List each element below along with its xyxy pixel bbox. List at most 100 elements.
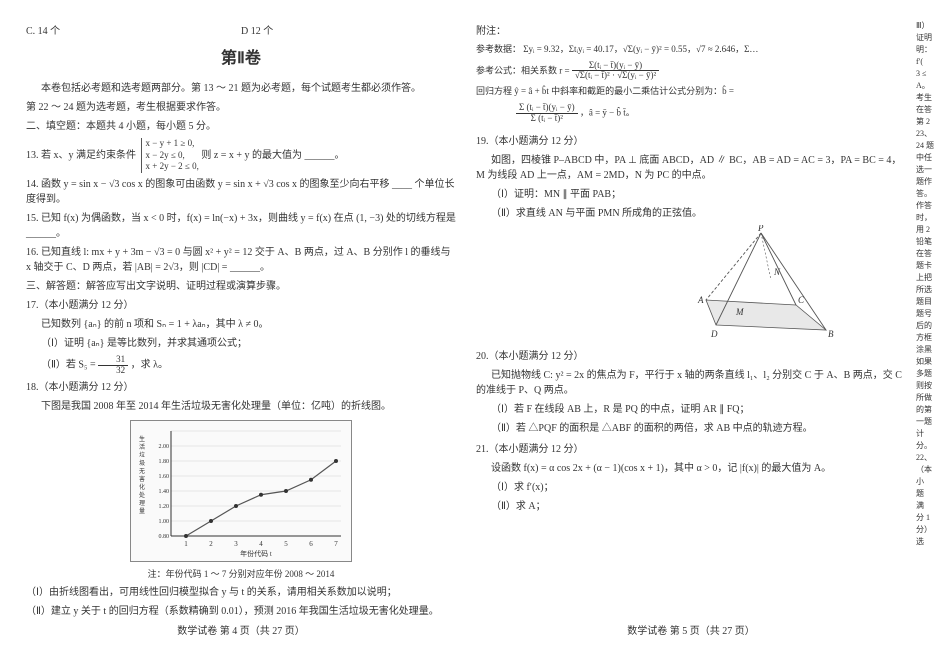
sliver-line: 证明 <box>916 32 945 44</box>
sliver-line: 中任 <box>916 152 945 164</box>
svg-text:2: 2 <box>209 540 213 548</box>
svg-text:1.80: 1.80 <box>159 459 170 465</box>
q13-pre: 13. 若 x、y 满足约束条件 <box>26 150 136 161</box>
sliver-line: 选一 <box>916 164 945 176</box>
q18-ii: （Ⅱ）建立 y 关于 t 的回归方程（系数精确到 0.01），预测 2016 年… <box>26 604 456 619</box>
svg-text:2.00: 2.00 <box>159 444 170 450</box>
sliver-line: 的第 <box>916 404 945 416</box>
sliver-line: （本 <box>916 464 945 476</box>
svg-text:1: 1 <box>184 540 188 548</box>
sliver-line: 后的 <box>916 320 945 332</box>
svg-text:M: M <box>735 307 744 317</box>
ref-data: 参考数据： Σyᵢ = 9.32，Σtᵢyᵢ = 40.17，√Σ(yᵢ − ȳ… <box>476 43 906 57</box>
q20-ii: （Ⅱ）若 △PQF 的面积是 △ABF 的面积的两倍，求 AB 中点的轨迹方程。 <box>476 421 906 436</box>
sliver-line: 22、 <box>916 452 945 464</box>
q21-ii: （Ⅱ）求 A； <box>476 499 906 514</box>
pyramid-base <box>706 300 826 330</box>
svg-text:4: 4 <box>259 540 263 548</box>
sliver-line: 第 2 <box>916 116 945 128</box>
answer-heading: 三、解答题：解答应写出文字说明、证明过程或演算步骤。 <box>26 279 456 294</box>
q18-i: （Ⅰ）由折线图看出，可用线性回归模型拟合 y 与 t 的关系，请用相关系数加以说… <box>26 585 456 600</box>
svg-text:1.20: 1.20 <box>159 504 170 510</box>
sliver-line: 用 2 <box>916 224 945 236</box>
q14: 14. 函数 y = sin x − √3 cos x 的图象可由函数 y = … <box>26 177 456 207</box>
sliver-line: 上把 <box>916 272 945 284</box>
fill-heading: 二、填空题：本题共 4 小题，每小题 5 分。 <box>26 119 456 134</box>
q13-c2: x − 2y ≤ 0, <box>146 150 199 162</box>
sliver-line: 题作 <box>916 176 945 188</box>
sliver-line: 铅笔 <box>916 236 945 248</box>
sliver-line: 如果 <box>916 356 945 368</box>
line-chart-svg: 0.80 1.00 1.20 1.40 1.60 1.80 2.00 1 2 3… <box>131 421 351 561</box>
r-frac: Σ(tᵢ − t̄)(yᵢ − ȳ) √Σ(tᵢ − t̄)² · √Σ(yᵢ … <box>572 61 659 82</box>
svg-text:处: 处 <box>139 491 145 499</box>
sliver-line: f′( <box>916 56 945 68</box>
intro-line-1: 本卷包括必考题和选考题两部分。第 13 ～ 21 题为必考题，每个试题考生都必须… <box>26 81 456 96</box>
svg-text:P: P <box>757 225 764 233</box>
mc-options-row: C. 14 个 D 12 个 <box>26 24 456 39</box>
ref-formula: 参考公式：相关系数 r = Σ(tᵢ − t̄)(yᵢ − ȳ) √Σ(tᵢ −… <box>476 61 906 82</box>
q17-line1: 已知数列 {aₙ} 的前 n 项和 Sₙ = 1 + λaₙ，其中 λ ≠ 0。 <box>26 317 456 332</box>
sliver-line: 作答 <box>916 200 945 212</box>
q15: 15. 已知 f(x) 为偶函数，当 x < 0 时，f(x) = ln(−x)… <box>26 211 456 241</box>
sliver-line: 满 <box>916 500 945 512</box>
svg-text:7: 7 <box>334 540 338 548</box>
sliver-line: 24 题 <box>916 140 945 152</box>
sliver-line: 3 ≤ <box>916 68 945 80</box>
option-c: C. 14 个 <box>26 24 241 39</box>
sliver-line: 则按 <box>916 380 945 392</box>
sliver-line: 分） <box>916 524 945 536</box>
sliver-line: 分。 <box>916 440 945 452</box>
sliver-line: 小 <box>916 476 945 488</box>
q17-head: 17.（本小题满分 12 分） <box>26 298 456 313</box>
reg-line: 回归方程 ŷ = â + b̂t 中斜率和截距的最小二乘估计公式分别为：b̂ = <box>476 86 734 96</box>
sliver-line: 题卡 <box>916 260 945 272</box>
svg-text:0.80: 0.80 <box>159 534 170 540</box>
q19-line1: 如图，四棱锥 P–ABCD 中，PA ⊥ 底面 ABCD，AD ∥ BC，AB … <box>476 153 906 183</box>
sliver-line: 题目 <box>916 296 945 308</box>
q20-i: （Ⅰ）若 F 在线段 AB 上，R 是 PQ 的中点，证明 AR ∥ FQ； <box>476 402 906 417</box>
q21-head: 21.（本小题满分 12 分） <box>476 442 906 457</box>
svg-text:5: 5 <box>284 540 288 548</box>
q17-ii-post: ，求 λ。 <box>131 360 168 371</box>
svg-text:圾: 圾 <box>139 459 145 467</box>
b-frac: Σ (tᵢ − t̄)(yᵢ − ȳ) Σ (tᵢ − t̄)² <box>516 103 578 124</box>
q21-line1: 设函数 f(x) = α cos 2x + (α − 1)(cos x + 1)… <box>476 461 906 476</box>
sliver-line: 方框 <box>916 332 945 344</box>
chart-xlabel: 年份代码 t <box>240 549 272 558</box>
section-title: 第Ⅱ卷 <box>26 47 456 71</box>
sliver-line: 题 <box>916 488 945 500</box>
svg-text:活: 活 <box>139 443 145 451</box>
sliver-line: 一题 <box>916 416 945 428</box>
svg-text:害: 害 <box>139 475 145 483</box>
ref-data-label: 参考数据： <box>476 44 521 54</box>
chart-caption: 注：年份代码 1 ～ 7 分别对应年份 2008 ～ 2014 <box>26 568 456 582</box>
sliver-line: 分 1 <box>916 512 945 524</box>
sliver-line: 在答 <box>916 248 945 260</box>
q19-ii: （Ⅱ）求直线 AN 与平面 PMN 所成角的正弦值。 <box>476 206 906 221</box>
sliver-line: 所选 <box>916 284 945 296</box>
reg-formula: 回归方程 ŷ = â + b̂t 中斜率和截距的最小二乘估计公式分别为：b̂ = <box>476 85 906 99</box>
ref-data-text: Σyᵢ = 9.32，Σtᵢyᵢ = 40.17，√Σ(yᵢ − ȳ)² = 0… <box>523 44 758 54</box>
option-d: D 12 个 <box>241 24 456 39</box>
q13-c1: x − y + 1 ≥ 0, <box>146 138 199 150</box>
sliver-line: 涂黑 <box>916 344 945 356</box>
svg-text:C: C <box>798 295 805 305</box>
sliver-line: 在答 <box>916 104 945 116</box>
q18-line1: 下图是我国 2008 年至 2014 年生活垃圾无害化处理量（单位：亿吨）的折线… <box>26 399 456 414</box>
column-sliver: Ⅲ）证明明：f′(3 ≤A。考生在答第 223、24 题中任选一题作答。作答时，… <box>910 20 945 643</box>
page-number-5: 数学试卷 第 5 页（共 27 页） <box>470 624 912 639</box>
svg-text:A: A <box>697 295 704 305</box>
sliver-line: 多题 <box>916 368 945 380</box>
appendix-label: 附注： <box>476 24 906 39</box>
q20-head: 20.（本小题满分 12 分） <box>476 349 906 364</box>
q17-ii: （Ⅱ）若 S₅ = 31 32 ，求 λ。 <box>26 355 456 376</box>
q20-line1: 已知抛物线 C: y² = 2x 的焦点为 F，平行于 x 轴的两条直线 l₁、… <box>476 368 906 398</box>
q13-constraints: x − y + 1 ≥ 0, x − 2y ≤ 0, x + 2y − 2 ≤ … <box>141 138 199 173</box>
svg-text:1.00: 1.00 <box>159 519 170 525</box>
sliver-line: 考生 <box>916 92 945 104</box>
sliver-line: 所做 <box>916 392 945 404</box>
svg-text:垃: 垃 <box>139 451 145 459</box>
svg-text:N: N <box>773 267 781 277</box>
line-chart: 0.80 1.00 1.20 1.40 1.60 1.80 2.00 1 2 3… <box>130 420 352 562</box>
